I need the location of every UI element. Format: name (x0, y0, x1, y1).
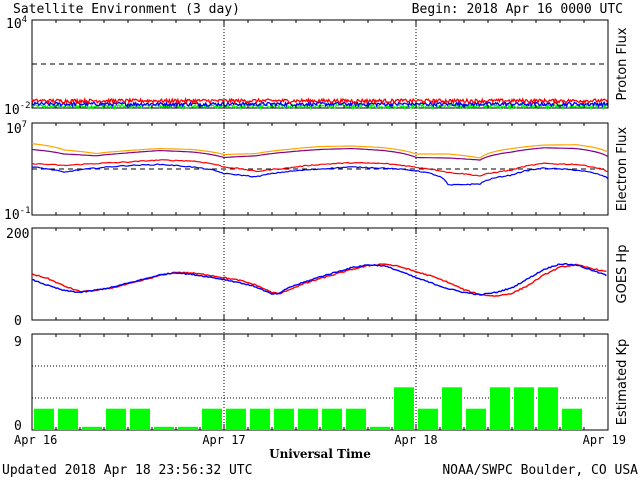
xtick-apr17: Apr 17 (202, 433, 245, 447)
xtick-apr18: Apr 18 (394, 433, 437, 447)
electron-ytick-bottom: 10-1 (4, 206, 31, 223)
kp-bar (346, 408, 366, 430)
axis-ticks (31, 20, 609, 430)
electron-series-purple (31, 147, 609, 161)
estimated-kp-label: Estimated Kp (615, 339, 630, 426)
credit-text: NOAA/SWPC Boulder, CO USA (442, 463, 638, 478)
kp-bar (394, 387, 414, 430)
kp-bar (562, 408, 582, 430)
kp-bar (58, 408, 78, 430)
grid-layer (223, 20, 417, 430)
electron-flux-plot (31, 143, 609, 186)
kp-bar (178, 426, 198, 430)
kp-bar (226, 408, 246, 430)
kp-bar (538, 387, 558, 430)
goes-hp-plot (31, 263, 607, 298)
hp-ytick-top: 200 (6, 227, 29, 242)
electron-series-orange (31, 143, 609, 159)
kp-ytick-bottom: 0 (14, 419, 22, 434)
kp-bar (274, 408, 294, 430)
kp-bar (298, 408, 318, 430)
proton-series-red (31, 96, 609, 106)
hp-ytick-bottom: 0 (14, 314, 22, 329)
kp-bar (154, 426, 174, 430)
hp-series-blue (31, 263, 607, 296)
kp-bar (82, 426, 102, 430)
hp-panel-frame (31, 227, 609, 321)
kp-bar (466, 408, 486, 430)
proton-flux-label: Proton Flux (615, 27, 630, 100)
kp-bars-plot (32, 333, 608, 430)
proton-flux-plot (31, 63, 609, 111)
begin-time: Begin: 2018 Apr 16 0000 UTC (412, 2, 623, 17)
proton-ytick-bottom: 10-2 (4, 101, 31, 118)
kp-bar (106, 408, 126, 430)
kp-bar (490, 387, 510, 430)
kp-bar (34, 408, 54, 430)
x-axis-label: Universal Time (269, 447, 371, 461)
goes-hp-label: GOES Hp (615, 245, 630, 304)
kp-bar (370, 426, 390, 430)
kp-bar (202, 408, 222, 430)
kp-bar (322, 408, 342, 430)
updated-time: Updated 2018 Apr 18 23:56:32 UTC (2, 463, 252, 478)
electron-series-red (31, 159, 609, 177)
electron-flux-label: Electron Flux (615, 126, 630, 211)
hp-series-red (31, 263, 607, 298)
proton-ytick-top: 104 (6, 15, 27, 32)
chart-title: Satellite Environment (3 day) (13, 2, 240, 17)
kp-bar (250, 408, 270, 430)
electron-series-blue (31, 163, 609, 186)
kp-ytick-top: 9 (14, 335, 22, 350)
xtick-apr16: Apr 16 (14, 433, 57, 447)
kp-bar (514, 387, 534, 430)
kp-bar (130, 408, 150, 430)
kp-bar (418, 408, 438, 430)
electron-ytick-top: 107 (6, 120, 27, 137)
kp-bar (442, 387, 462, 430)
xtick-apr19: Apr 19 (583, 433, 626, 447)
